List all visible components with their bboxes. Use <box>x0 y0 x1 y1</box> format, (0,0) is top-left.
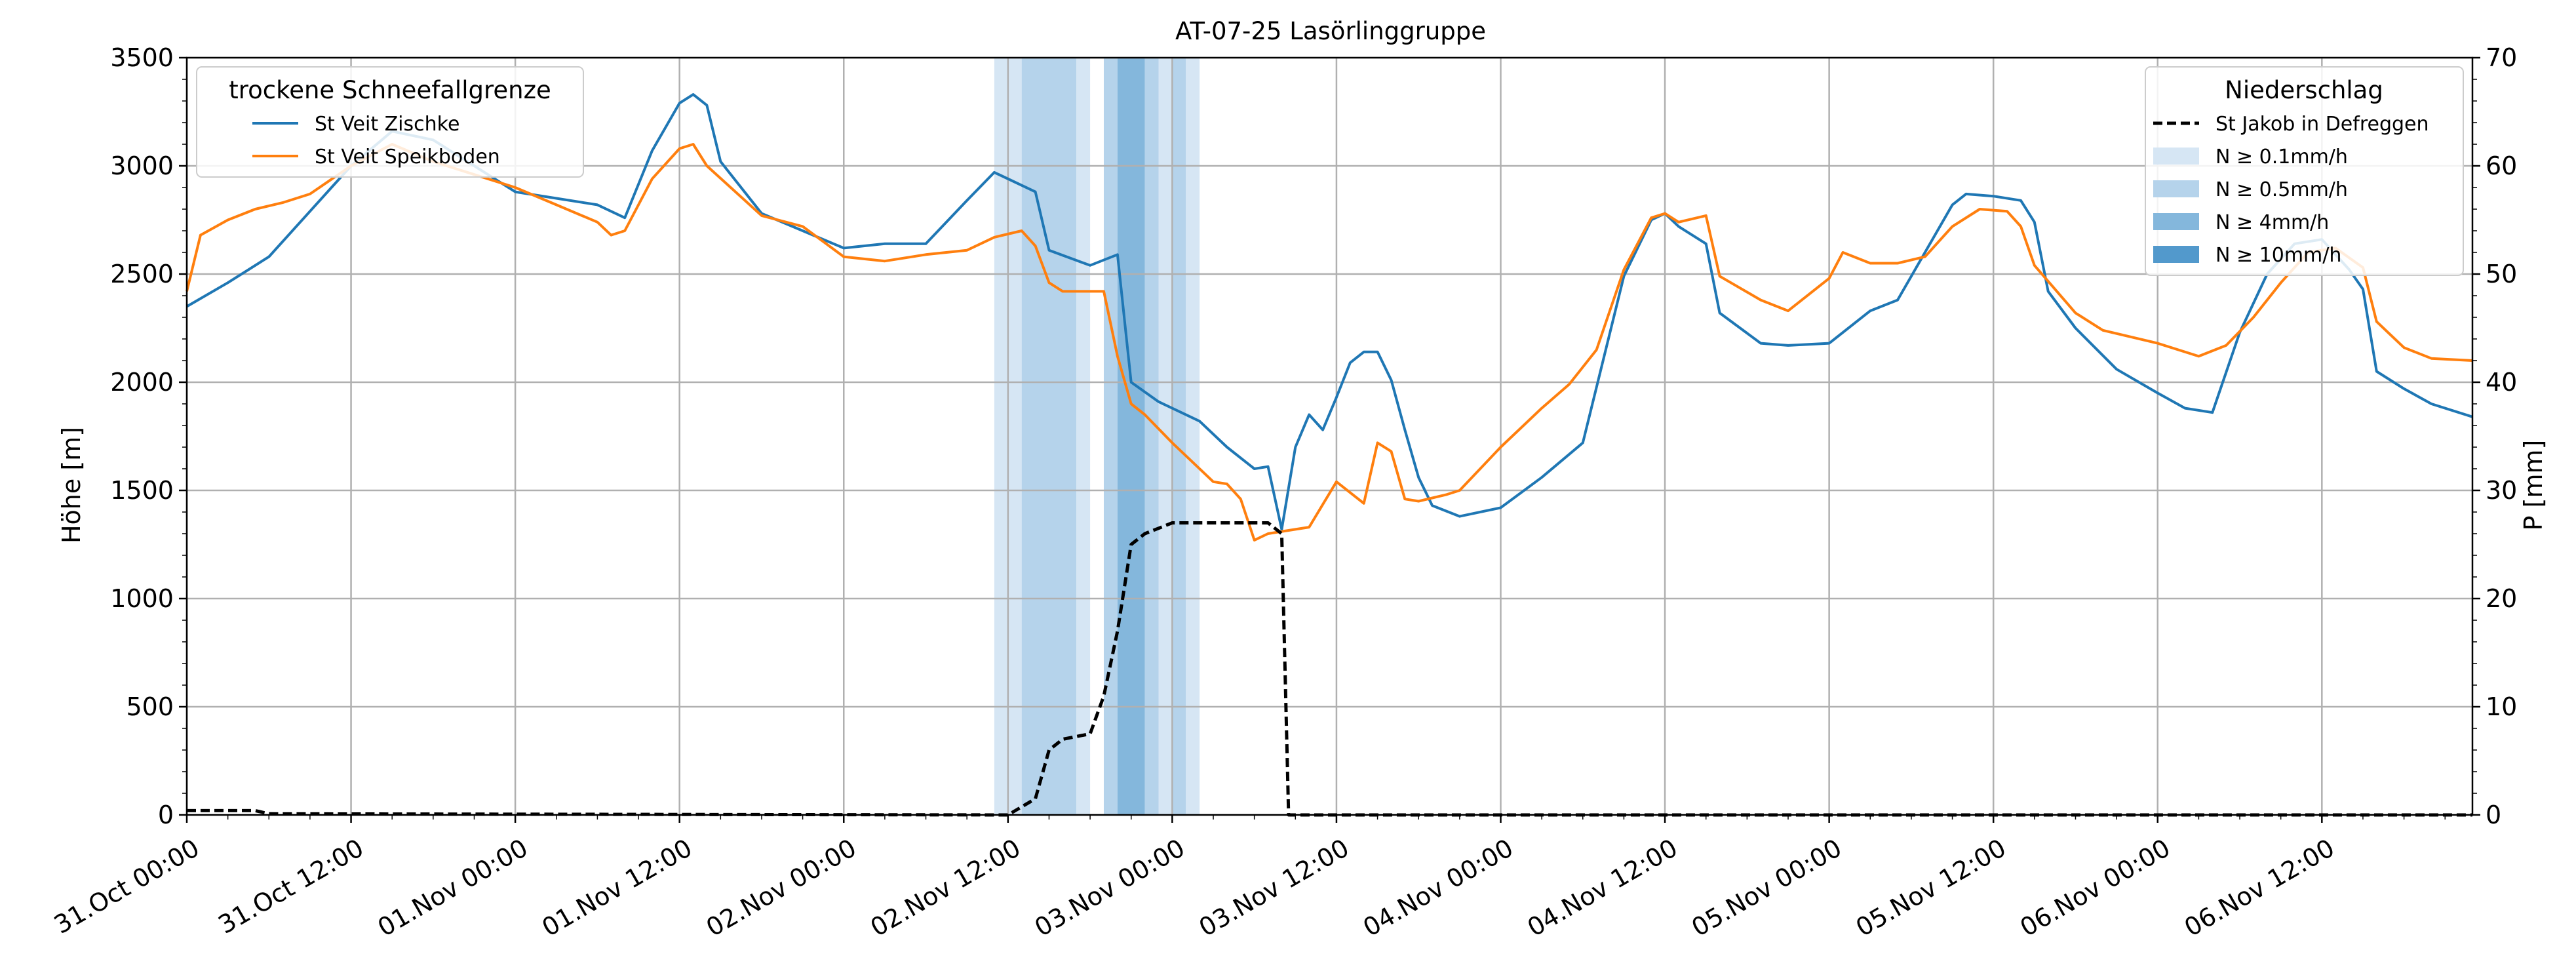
x-tick-label: 02.Nov 00:00 <box>701 833 861 942</box>
x-tick-label: 04.Nov 00:00 <box>1358 833 1518 942</box>
y2-tick-label: 0 <box>2486 801 2501 829</box>
precip-band-9 <box>1186 58 1200 815</box>
precip-band-8 <box>1172 58 1186 815</box>
y2-tick-label: 30 <box>2486 476 2517 505</box>
x-tick-label: 01.Nov 00:00 <box>373 833 533 942</box>
y-tick-label: 3500 <box>110 43 174 72</box>
y2-tick-label: 10 <box>2486 692 2517 721</box>
legend-swatch-band-2 <box>2153 213 2199 230</box>
y-tick-labels: 0 500 1000 1500 2000 2500 3000 3500 <box>110 43 174 829</box>
y-axis-label: Höhe [m] <box>57 427 86 544</box>
series-lines <box>185 93 2473 817</box>
precip-band-3 <box>1076 58 1091 815</box>
y-tick-label: 500 <box>126 692 174 721</box>
x-tick-label: 05.Nov 12:00 <box>1851 833 2011 942</box>
legend-snowfall-title: trockene Schneefallgrenze <box>229 76 551 104</box>
y2-tick-labels: 0 10 20 30 40 50 60 70 <box>2486 43 2517 829</box>
precip-band-6 <box>1144 58 1159 815</box>
precip-band-2 <box>1021 58 1077 815</box>
legend-swatch-band-1 <box>2153 180 2199 197</box>
x-tick-label: 03.Nov 00:00 <box>1030 833 1190 942</box>
y2-tick-label: 20 <box>2486 584 2517 613</box>
x-tick-label: 03.Nov 12:00 <box>1194 833 1354 942</box>
y2-tick-label: 40 <box>2486 368 2517 397</box>
series-line-1 <box>185 143 2473 542</box>
legend-label-zischke: St Veit Zischke <box>315 113 459 136</box>
y-tick-label: 1000 <box>110 584 174 613</box>
x-tick-label: 02.Nov 12:00 <box>865 833 1025 942</box>
axis-ticks <box>179 56 2480 823</box>
y2-tick-label: 70 <box>2486 43 2517 72</box>
y-tick-label: 1500 <box>110 476 174 505</box>
y2-axis-label: P [mm] <box>2519 440 2548 531</box>
legend-label-band-2: N ≥ 4mm/h <box>2215 211 2329 234</box>
legend-precip-box <box>2145 66 2464 276</box>
y-tick-label: 3000 <box>110 151 174 180</box>
y2-tick-label: 50 <box>2486 260 2517 288</box>
series-line-2 <box>187 521 2472 817</box>
y-tick-label: 0 <box>158 801 174 829</box>
x-tick-label: 01.Nov 12:00 <box>537 833 697 942</box>
x-tick-label: 06.Nov 00:00 <box>2015 833 2175 942</box>
legend-swatch-band-0 <box>2153 148 2199 165</box>
y2-tick-label: 60 <box>2486 151 2517 180</box>
x-tick-labels: 31.Oct 00:00 31.Oct 12:00 01.Nov 00:00 01.N… <box>49 833 2339 942</box>
legend-precip-title: Niederschlag <box>2225 76 2383 104</box>
precip-band-4 <box>1103 58 1118 815</box>
legend-precipitation: Niederschlag St Jakob in Defreggen N ≥ 0… <box>2145 66 2464 276</box>
x-tick-label: 31.Oct 00:00 <box>49 833 205 939</box>
y-tick-label: 2500 <box>110 260 174 288</box>
legend-label-band-0: N ≥ 0.1mm/h <box>2215 146 2348 168</box>
legend-label-stjakob: St Jakob in Defreggen <box>2215 113 2429 136</box>
x-tick-label: 31.Oct 12:00 <box>214 833 369 939</box>
legend-swatch-band-3 <box>2153 246 2199 263</box>
precipitation-bands <box>994 58 1200 815</box>
x-tick-label: 06.Nov 12:00 <box>2179 833 2339 942</box>
legend-label-band-1: N ≥ 0.5mm/h <box>2215 178 2348 201</box>
precip-band-0 <box>994 58 1008 815</box>
chart-title: AT-07-25 Lasörlinggruppe <box>1175 17 1486 45</box>
precip-band-5 <box>1117 58 1145 815</box>
legend-label-band-3: N ≥ 10mm/h <box>2215 244 2341 267</box>
legend-snowfall-box <box>196 66 584 178</box>
x-tick-label: 05.Nov 00:00 <box>1687 833 1846 942</box>
y-tick-label: 2000 <box>110 368 174 397</box>
series-line-0 <box>185 93 2473 531</box>
plot-frame <box>185 56 2474 816</box>
legend-snowfall: trockene Schneefallgrenze St Veit Zischk… <box>196 66 584 178</box>
legend-label-speikboden: St Veit Speikboden <box>315 146 500 168</box>
precip-band-1 <box>1007 58 1022 815</box>
x-tick-label: 04.Nov 12:00 <box>1523 833 1683 942</box>
